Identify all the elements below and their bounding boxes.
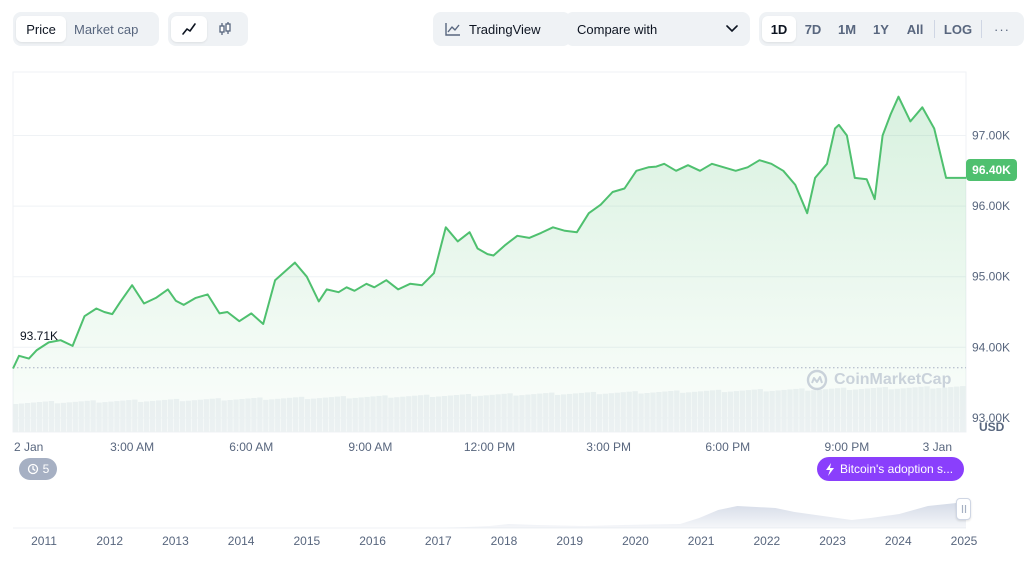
navigator-year-label: 2017 [425, 534, 452, 548]
y-tick-label: 94.00K [972, 340, 1010, 354]
range-all[interactable]: All [906, 21, 924, 37]
navigator-year-label: 2025 [951, 534, 978, 548]
x-axis: 2 Jan 3:00 AM 6:00 AM 9:00 AM 12:00 PM 3:00 P… [14, 440, 952, 454]
tradingview-chart-icon [445, 23, 460, 36]
navigator-year-label: 2019 [556, 534, 583, 548]
range-1m[interactable]: 1M [837, 21, 857, 37]
x-tick-label: 3 Jan [923, 440, 952, 454]
navigator-year-label: 2013 [162, 534, 189, 548]
coinmarketcap-logo-icon [806, 369, 828, 391]
navigator-year-label: 2022 [754, 534, 781, 548]
range-7d[interactable]: 7D [804, 21, 822, 37]
x-tick-label: 6:00 AM [229, 440, 273, 454]
navigator-handle[interactable] [956, 498, 971, 520]
divider [981, 20, 982, 38]
line-chart-icon [182, 23, 196, 35]
current-price-badge: 96.40K [966, 159, 1017, 181]
pause-handle-icon [961, 505, 966, 513]
lightning-icon [826, 462, 834, 476]
y-tick-label: 96.00K [972, 199, 1010, 213]
watermark-text: CoinMarketCap [834, 371, 952, 388]
navigator-year-label: 2018 [491, 534, 518, 548]
x-tick-label: 3:00 AM [110, 440, 154, 454]
x-tick-label: 2 Jan [14, 440, 43, 454]
news-event-pill[interactable]: Bitcoin's adoption s... [817, 457, 964, 481]
candlestick-chart-button[interactable] [207, 16, 243, 42]
tradingview-button[interactable]: TradingView [433, 12, 571, 46]
navigator-year-label: 2011 [31, 534, 57, 548]
navigator-history-area [13, 502, 966, 528]
more-options-button[interactable]: ··· [994, 21, 1010, 37]
price-line [12, 95, 966, 369]
events-history-button[interactable]: 5 [19, 458, 57, 480]
range-1d[interactable]: 1D [762, 16, 796, 42]
navigator-year-axis: 2011 2012 2013 2014 2015 2016 2017 2018 2019 2020… [31, 534, 978, 548]
navigator-year-label: 2014 [228, 534, 255, 548]
log-scale-button[interactable]: LOG [943, 21, 973, 37]
y-tick-label: 97.00K [972, 129, 1010, 143]
divider [934, 20, 935, 38]
x-tick-label: 3:00 PM [586, 440, 631, 454]
x-tick-label: 9:00 AM [348, 440, 392, 454]
coinmarketcap-watermark: CoinMarketCap [806, 369, 951, 391]
compare-with-select[interactable]: Compare with [565, 12, 750, 46]
y-axis: 93.00K 94.00K 95.00K 96.00K 97.00K [972, 129, 1010, 425]
navigator-year-label: 2023 [819, 534, 846, 548]
events-count: 5 [42, 462, 50, 476]
navigator-year-label: 2015 [294, 534, 321, 548]
compare-with-label: Compare with [577, 21, 658, 37]
navigator-year-label: 2016 [359, 534, 386, 548]
x-tick-label: 9:00 PM [825, 440, 870, 454]
chevron-down-icon [726, 25, 738, 33]
navigator-year-label: 2024 [885, 534, 912, 548]
navigator-year-label: 2020 [622, 534, 649, 548]
news-event-label: Bitcoin's adoption s... [840, 462, 954, 476]
price-area-fill [13, 96, 966, 432]
chart-toolbar: Price Market cap TradingView Compare wit… [13, 12, 1024, 46]
chart-style-toggle [168, 12, 248, 46]
x-tick-label: 6:00 PM [705, 440, 750, 454]
navigator-year-label: 2021 [688, 534, 715, 548]
y-tick-label: 93.00K [972, 411, 1010, 425]
tab-price[interactable]: Price [16, 16, 66, 42]
time-range-tabs: 1D 7D 1M 1Y All LOG ··· [759, 12, 1024, 46]
navigator-year-label: 2012 [96, 534, 123, 548]
y-tick-label: 95.00K [972, 270, 1010, 284]
tradingview-label: TradingView [469, 21, 541, 37]
tab-market-cap[interactable]: Market cap [74, 21, 139, 37]
candlestick-icon [219, 22, 231, 35]
currency-label: USD [979, 420, 1005, 434]
x-tick-label: 12:00 PM [464, 440, 515, 454]
history-icon [27, 463, 38, 475]
range-1y[interactable]: 1Y [873, 21, 889, 37]
line-chart-button[interactable] [171, 16, 207, 42]
chart-type-tabs: Price Market cap [13, 12, 159, 46]
open-price-label: 93.71K [20, 329, 59, 343]
